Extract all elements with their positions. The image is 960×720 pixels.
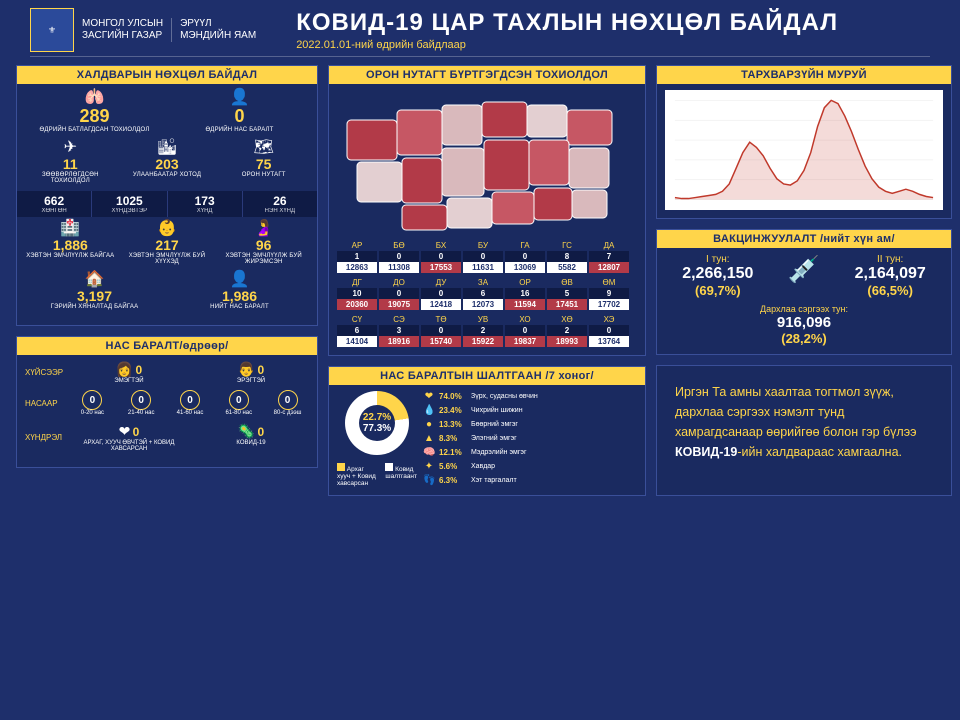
stat: 🫁289ӨДРИЙН БАТЛАГДСАН ТОХИОЛДОЛ xyxy=(25,90,164,134)
deaths-daily-card: НАС БАРАЛТ/өдрөөр/ ХҮЙСЭЭР 👩 0ЭМЭГТЭЙ👨 0… xyxy=(16,336,318,468)
stat: ✈11ЗӨӨВӨРЛӨГДСӨН ТОХИОЛДОЛ xyxy=(25,140,116,185)
province-cell: ОР1611594 xyxy=(505,277,545,310)
cause-item: 👣6.3%Хэт таргалалт xyxy=(423,475,637,486)
logo-block: ⚜ МОНГОЛ УЛСЫН ЗАСГИЙН ГАЗАР ЭРҮҮЛ МЭНДИ… xyxy=(30,8,256,52)
logo-text: МОНГОЛ УЛСЫН ЗАСГИЙН ГАЗАР xyxy=(82,18,163,42)
epi-curve-card: ТАРХВАРЗҮЙН МУРУЙ xyxy=(656,65,952,219)
province-cell: АР112863 xyxy=(337,240,377,273)
title-block: КОВИД-19 ЦАР ТАХЛЫН НӨХЦӨЛ БАЙДАЛ 2022.0… xyxy=(296,9,930,51)
death-cause-header: НАС БАРАЛТЫН ШАЛТГААН /7 хоног/ xyxy=(329,367,645,385)
cause-item: 🧠12.1%Мэдрэлийн эмгэг xyxy=(423,447,637,458)
stat: 🗺75ОРОН НУТАГТ xyxy=(218,140,309,185)
death-age-cell: 061-80 нас xyxy=(217,390,260,417)
province-cell: ХӨ218993 xyxy=(547,314,587,347)
province-cell: БХ017553 xyxy=(421,240,461,273)
syringe-icon: 💉 xyxy=(788,254,820,298)
donut-chart: 22.7% 77.3% xyxy=(345,391,409,455)
province-cell: ХО019837 xyxy=(505,314,545,347)
epi-curve-header: ТАРХВАРЗҮЙН МУРУЙ xyxy=(657,66,951,84)
infection-header: ХАЛДВАРЫН НӨХЦӨЛ БАЙДАЛ xyxy=(17,66,317,84)
epi-chart xyxy=(665,90,943,210)
mini-stat: 26НЭН ХҮНД xyxy=(243,191,317,217)
province-cell: ДО019075 xyxy=(379,277,419,310)
advice-card: Иргэн Та амны хаалтаа тогтмол зүүж, дарх… xyxy=(656,365,952,496)
map-card: ОРОН НУТАГТ БҮРТГЭГДСЭН ТОХИОЛДОЛ АР1128… xyxy=(328,65,646,356)
infection-card: ХАЛДВАРЫН НӨХЦӨЛ БАЙДАЛ 🫁289ӨДРИЙН БАТЛА… xyxy=(16,65,318,326)
ministry-text: ЭРҮҮЛ МЭНДИЙН ЯАМ xyxy=(171,18,256,42)
state-logo: ⚜ xyxy=(30,8,74,52)
death-comorbid-cell: ❤ 0АРХАГ, ХУУЧ ӨВЧТЭЙ + КОВИД ХАВСАРСАН xyxy=(71,423,187,453)
province-cell: ӨВ517451 xyxy=(547,277,587,310)
death-age-cell: 00-20 нас xyxy=(71,390,114,417)
subtitle: 2022.01.01-ний өдрийн байдлаар xyxy=(296,39,930,51)
province-row: ДГ1020360ДО019075ДУ012418ЗА612073ОР16115… xyxy=(337,277,637,310)
dose1: I тун: 2,266,150 (69,7%) xyxy=(682,254,753,298)
province-cell: ЗА612073 xyxy=(463,277,503,310)
vaccination-card: ВАКЦИНЖУУЛАЛТ /нийт хүн ам/ I тун: 2,266… xyxy=(656,229,952,355)
death-age-cell: 021-40 нас xyxy=(120,390,163,417)
vaccination-header: ВАКЦИНЖУУЛАЛТ /нийт хүн ам/ xyxy=(657,230,951,248)
divider xyxy=(30,56,930,57)
stat: 👤0ӨДРИЙН НАС БАРАЛТ xyxy=(170,90,309,134)
header: ⚜ МОНГОЛ УЛСЫН ЗАСГИЙН ГАЗАР ЭРҮҮЛ МЭНДИ… xyxy=(0,0,960,52)
death-age-cell: 041-60 нас xyxy=(169,390,212,417)
cause-item: 💧23.4%Чихрийн шижин xyxy=(423,405,637,416)
province-row: АР112863БӨ011308БХ017553БУ011631ГА013069… xyxy=(337,240,637,273)
province-cell: ДГ1020360 xyxy=(337,277,377,310)
death-age-cell: 080-с дээш xyxy=(266,390,309,417)
province-cell: ГС85582 xyxy=(547,240,587,273)
province-cell: БӨ011308 xyxy=(379,240,419,273)
stat: 🤰96ХЭВТЭН ЭМЧЛҮҮЛЖ БУЙ ЖИРЭМСЭН xyxy=(218,221,309,266)
mini-stat: 662ХӨНГӨН xyxy=(17,191,92,217)
province-cell: ХЭ013764 xyxy=(589,314,629,347)
province-cell: СҮ614104 xyxy=(337,314,377,347)
stat: 🏥1,886ХЭВТЭН ЭМЧЛҮҮЛЖ БАЙГАА xyxy=(25,221,116,266)
main-title: КОВИД-19 ЦАР ТАХЛЫН НӨХЦӨЛ БАЙДАЛ xyxy=(296,9,930,37)
province-cell: ТӨ015740 xyxy=(421,314,461,347)
province-cell: ӨМ917702 xyxy=(589,277,629,310)
death-sex-cell: 👩 0ЭМЭГТЭЙ xyxy=(71,361,187,385)
dose2: II тун: 2,164,097 (66,5%) xyxy=(855,254,926,298)
province-cell: УВ215922 xyxy=(463,314,503,347)
advice-text: Иргэн Та амны хаалтаа тогтмол зүүж, дарх… xyxy=(665,372,943,472)
cause-item: ✦5.6%Хавдар xyxy=(423,461,637,472)
death-comorbid-cell: 🦠 0КОВИД-19 xyxy=(193,423,309,453)
cause-item: ▲8.3%Элэгний эмгэг xyxy=(423,433,637,444)
death-sex-cell: 👨 0ЭРЭГТЭЙ xyxy=(193,361,309,385)
province-cell: СЭ318916 xyxy=(379,314,419,347)
main-grid: ХАЛДВАРЫН НӨХЦӨЛ БАЙДАЛ 🫁289ӨДРИЙН БАТЛА… xyxy=(0,65,960,496)
cause-item: ●13.3%Бөөрний эмгэг xyxy=(423,419,637,430)
deaths-daily-header: НАС БАРАЛТ/өдрөөр/ xyxy=(17,337,317,355)
map-header: ОРОН НУТАГТ БҮРТГЭГДСЭН ТОХИОЛДОЛ xyxy=(329,66,645,84)
province-row: СҮ614104СЭ318916ТӨ015740УВ215922ХО019837… xyxy=(337,314,637,347)
stat: 🏙203УЛААНБААТАР ХОТОД xyxy=(122,140,213,185)
province-cell: ДА712807 xyxy=(589,240,629,273)
mini-stat: 173ХҮНД xyxy=(168,191,243,217)
stat: 👶217ХЭВТЭН ЭМЧЛҮҮЛЖ БУЙ ХҮҮХЭД xyxy=(122,221,213,266)
stat: 👤1,986НИЙТ НАС БАРАЛТ xyxy=(170,272,309,311)
booster: Дархлаа сэргээх тун: 916,096 (28,2%) xyxy=(665,304,943,346)
cause-item: ❤74.0%Зүрх, судасны өвчин xyxy=(423,391,637,402)
death-cause-card: НАС БАРАЛТЫН ШАЛТГААН /7 хоног/ 22.7% 77… xyxy=(328,366,646,496)
province-cell: ГА013069 xyxy=(505,240,545,273)
province-cell: БУ011631 xyxy=(463,240,503,273)
map-area xyxy=(337,90,637,240)
mini-stat: 1025ХҮНДЭВТЭР xyxy=(92,191,167,217)
stat: 🏠3,197ГЭРИЙН ХЯНАЛТАД БАЙГАА xyxy=(25,272,164,311)
province-cell: ДУ012418 xyxy=(421,277,461,310)
